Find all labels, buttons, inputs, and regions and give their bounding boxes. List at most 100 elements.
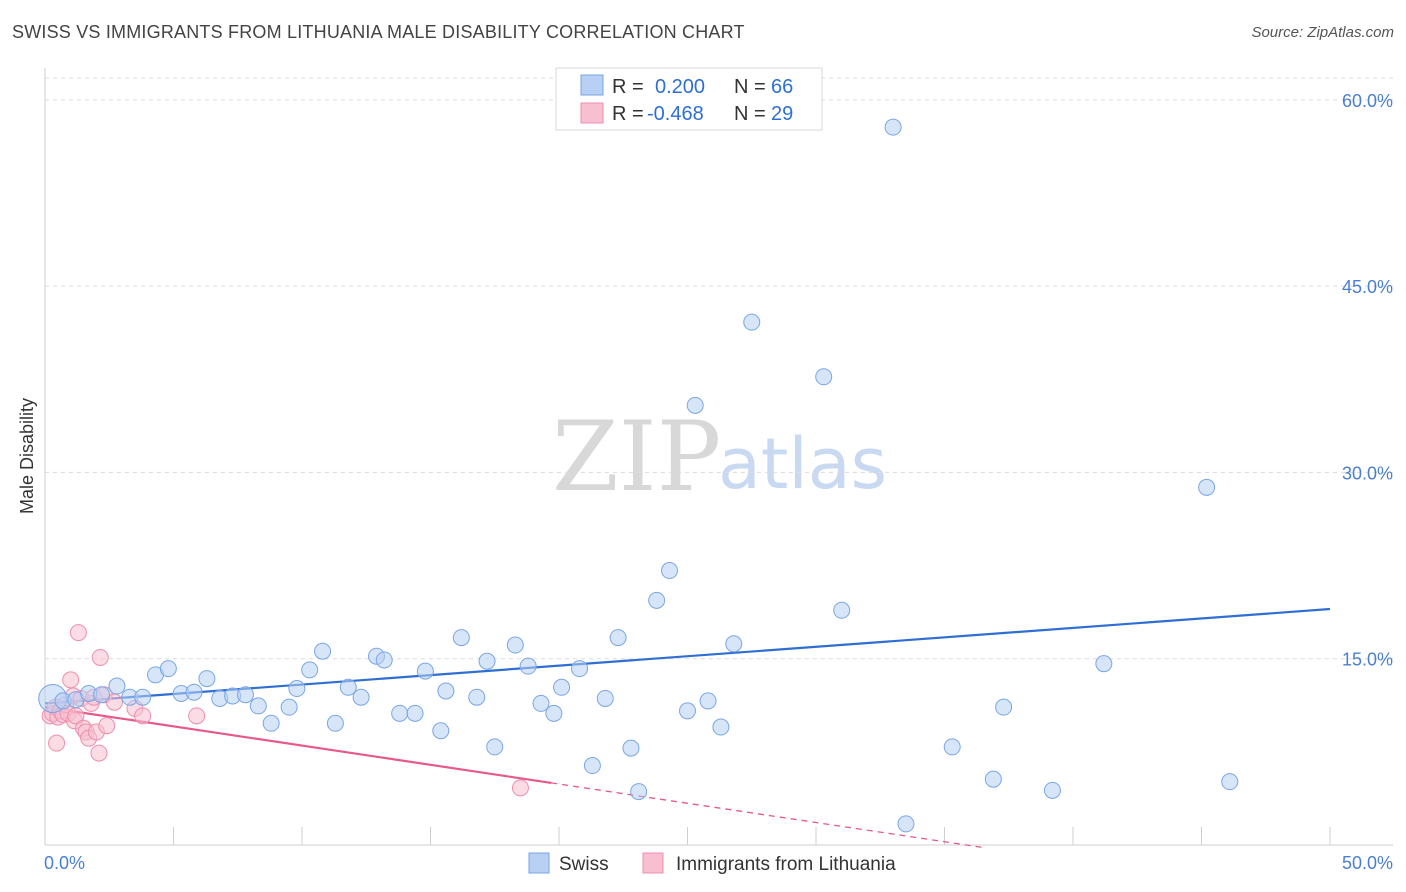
- point-swiss-16: [249, 697, 267, 715]
- legend-swatch-lithuania: [580, 102, 604, 124]
- point-swiss-59: [943, 738, 961, 756]
- y-axis-label: Male Disability: [17, 398, 37, 514]
- point-swiss-56: [833, 601, 851, 619]
- point-swiss-39: [545, 704, 563, 722]
- point-lithuania-29: [511, 779, 529, 797]
- series-legend: Swiss Immigrants from Lithuania: [528, 852, 896, 875]
- point-swiss-4: [93, 686, 111, 704]
- point-swiss-48: [661, 562, 679, 580]
- point-swiss-46: [630, 783, 648, 801]
- point-swiss-9: [159, 660, 177, 678]
- series-legend-label-swiss: Swiss: [559, 854, 609, 875]
- point-swiss-24: [352, 688, 370, 706]
- series-legend-label-lithuania: Immigrants from Lithuania: [676, 854, 896, 875]
- point-swiss-38: [532, 694, 550, 712]
- legend-n-label-swiss: N =: [734, 76, 766, 98]
- gridlines: [45, 77, 1393, 660]
- y-tick-label-15: 15.0%: [1342, 650, 1393, 670]
- point-swiss-32: [452, 629, 470, 647]
- point-swiss-26: [375, 651, 393, 669]
- point-swiss-15: [236, 686, 254, 704]
- point-swiss-41: [571, 660, 589, 678]
- legend-r-value-swiss: 0.200: [655, 76, 705, 98]
- point-swiss-35: [486, 738, 504, 756]
- point-lithuania-25: [105, 693, 123, 711]
- point-swiss-21: [314, 642, 332, 660]
- point-lithuania-9: [62, 671, 80, 689]
- legend-r-label-lithuania: R =: [612, 103, 644, 125]
- y-tick-label-45: 45.0%: [1342, 277, 1393, 297]
- point-swiss-30: [432, 722, 450, 740]
- legend-n-label-lithuania: N =: [734, 103, 766, 125]
- point-swiss-7: [134, 688, 152, 706]
- point-swiss-20: [301, 661, 319, 679]
- y-tick-label-60: 60.0%: [1342, 91, 1393, 111]
- point-swiss-65: [1221, 773, 1239, 791]
- point-swiss-34: [478, 652, 496, 670]
- series-legend-swatch-lithuania: [642, 852, 664, 874]
- point-swiss-50: [686, 396, 704, 414]
- legend: R = 0.200 N = 66 R = -0.468 N = 29: [555, 67, 823, 131]
- ticks: 15.0% 30.0% 45.0% 60.0%: [1342, 91, 1393, 670]
- point-lithuania-4: [48, 734, 66, 752]
- point-lithuania-27: [134, 707, 152, 725]
- point-lithuania-28: [188, 707, 206, 725]
- point-lithuania-21: [90, 744, 108, 762]
- point-swiss-31: [437, 682, 455, 700]
- point-swiss-62: [1043, 781, 1061, 799]
- point-swiss-57: [884, 118, 902, 136]
- legend-n-value-lithuania: 29: [771, 103, 793, 125]
- point-swiss-52: [712, 718, 730, 736]
- point-lithuania-24: [98, 717, 116, 735]
- point-swiss-18: [280, 698, 298, 716]
- point-swiss-54: [743, 313, 761, 331]
- x-tick-label-max: 50.0%: [1342, 853, 1393, 873]
- point-swiss-19: [288, 680, 306, 698]
- point-swiss-53: [725, 635, 743, 653]
- point-swiss-17: [262, 714, 280, 732]
- point-swiss-64: [1198, 478, 1216, 496]
- data-points: [38, 118, 1239, 833]
- trend-lines: [44, 607, 1331, 849]
- point-swiss-58: [897, 815, 915, 833]
- point-swiss-29: [416, 662, 434, 680]
- point-swiss-37: [519, 657, 537, 675]
- point-swiss-51: [699, 692, 717, 710]
- legend-r-label-swiss: R =: [612, 76, 644, 98]
- point-swiss-42: [583, 757, 601, 775]
- trend-line-lithuania-extrapolated: [551, 782, 984, 849]
- point-swiss-43: [596, 689, 614, 707]
- point-swiss-27: [391, 704, 409, 722]
- point-swiss-44: [609, 629, 627, 647]
- watermark-zip: ZIP: [552, 401, 721, 513]
- trend-line-lithuania: [44, 706, 552, 784]
- legend-swatch-swiss: [580, 74, 604, 96]
- point-swiss-5: [108, 677, 126, 695]
- point-swiss-45: [622, 739, 640, 757]
- point-swiss-28: [406, 704, 424, 722]
- source-label: Source: ZipAtlas.com: [1251, 24, 1394, 41]
- y-tick-label-30: 30.0%: [1342, 463, 1393, 483]
- point-swiss-11: [185, 683, 203, 701]
- watermark-atlas: atlas: [718, 423, 887, 505]
- point-swiss-61: [995, 698, 1013, 716]
- point-swiss-55: [815, 368, 833, 386]
- trend-line-swiss: [44, 607, 1331, 705]
- legend-r-value-lithuania: -0.468: [647, 103, 704, 125]
- point-swiss-33: [468, 688, 486, 706]
- point-swiss-36: [506, 636, 524, 654]
- point-swiss-60: [984, 770, 1002, 788]
- point-swiss-23: [339, 678, 357, 696]
- point-swiss-47: [648, 591, 666, 609]
- point-swiss-63: [1095, 655, 1113, 673]
- point-swiss-22: [326, 714, 344, 732]
- series-legend-swatch-swiss: [528, 852, 550, 874]
- legend-n-value-swiss: 66: [771, 76, 793, 98]
- point-swiss-40: [553, 678, 571, 696]
- x-tick-label-min: 0.0%: [44, 853, 85, 873]
- chart-title: SWISS VS IMMIGRANTS FROM LITHUANIA MALE …: [12, 22, 745, 42]
- point-swiss-12: [198, 670, 216, 688]
- point-lithuania-13: [69, 624, 87, 642]
- point-swiss-49: [679, 702, 696, 720]
